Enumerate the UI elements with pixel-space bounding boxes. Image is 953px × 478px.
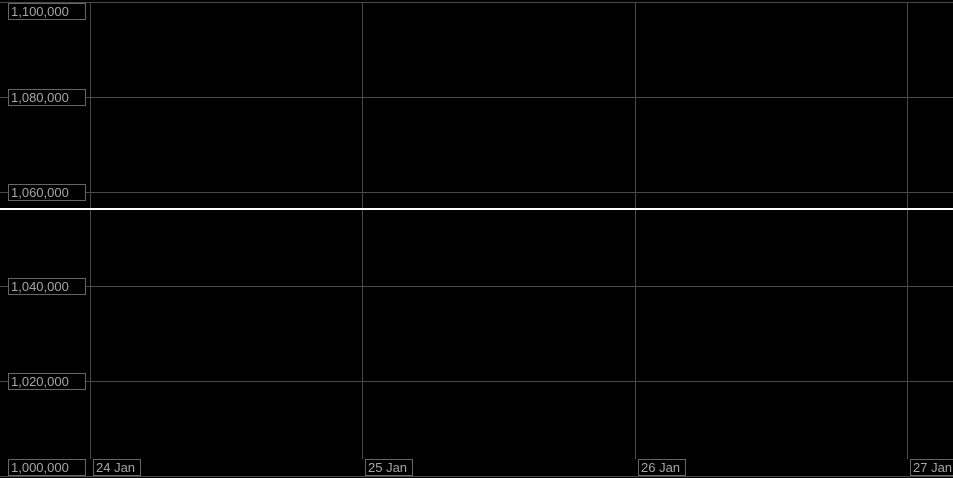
horizontal-gridline	[0, 476, 953, 477]
y-axis-tick-label: 1,060,000	[8, 184, 86, 201]
vertical-gridline	[907, 2, 908, 459]
vertical-gridline	[90, 2, 91, 459]
horizontal-gridline	[0, 97, 953, 98]
x-axis-tick-label: 24 Jan	[93, 459, 141, 476]
horizontal-gridline	[0, 286, 953, 287]
x-axis-tick-label: 27 Jan	[910, 459, 953, 476]
vertical-gridline	[635, 2, 636, 459]
horizontal-gridline	[0, 381, 953, 382]
y-axis-tick-label: 1,100,000	[8, 3, 86, 20]
y-axis-tick-label: 1,020,000	[8, 373, 86, 390]
x-axis-tick-label: 25 Jan	[365, 459, 413, 476]
y-axis-tick-label: 1,040,000	[8, 278, 86, 295]
y-axis-tick-label: 1,000,000	[8, 459, 86, 476]
horizontal-gridline	[0, 192, 953, 193]
x-axis-tick-label: 26 Jan	[638, 459, 686, 476]
series-price-line	[0, 208, 953, 210]
horizontal-gridline	[0, 2, 953, 3]
y-axis-tick-label: 1,080,000	[8, 89, 86, 106]
vertical-gridline	[362, 2, 363, 459]
